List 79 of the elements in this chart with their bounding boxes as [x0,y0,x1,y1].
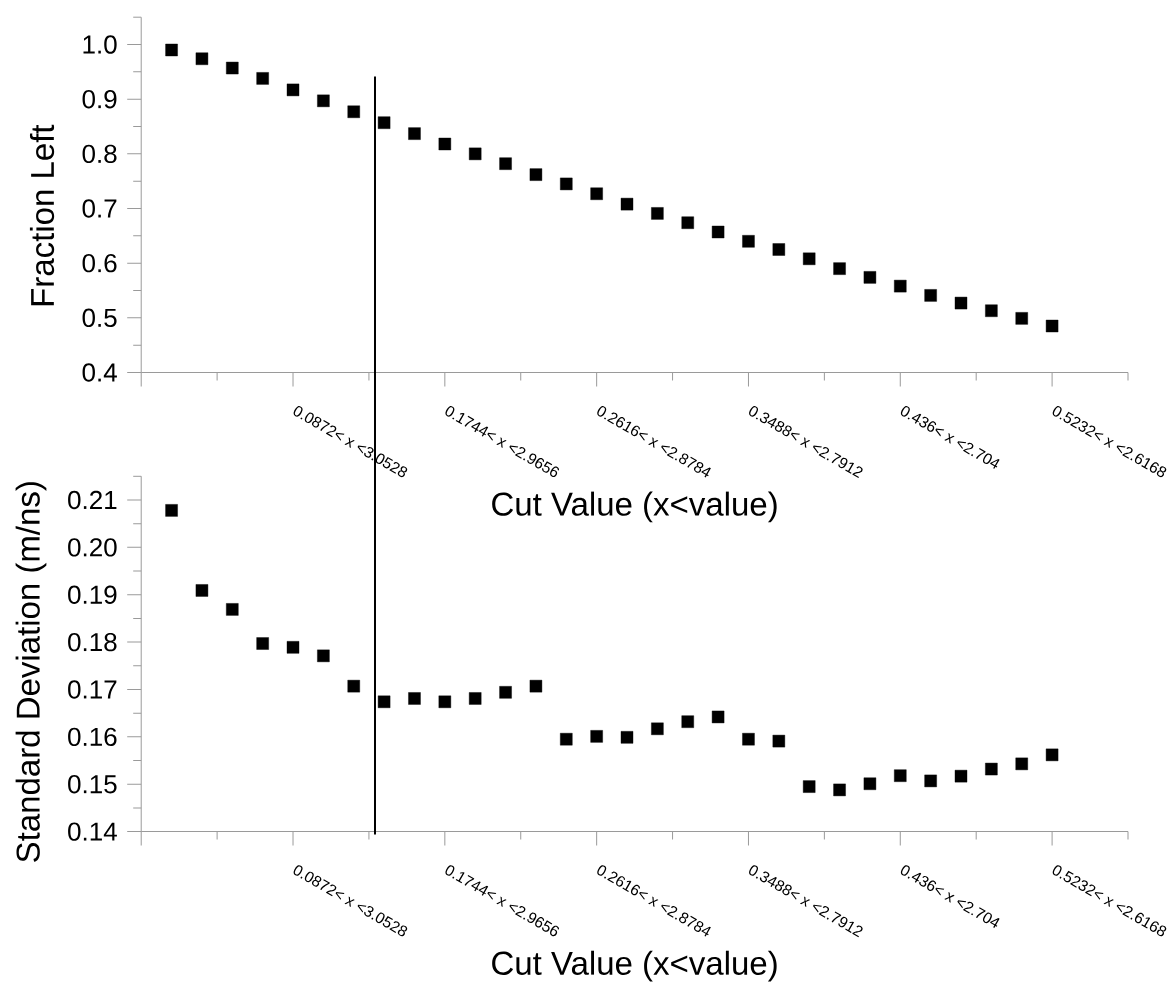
point [802,252,816,265]
point [408,127,421,140]
point [1045,319,1059,333]
point [377,695,391,708]
point [711,225,725,239]
point [863,777,877,790]
y-tick-label: 0.6 [82,253,117,273]
point [894,769,907,782]
y-axis-title: Standard Deviation (m/ns) [15,482,47,862]
point [286,83,300,97]
point [742,235,755,248]
point [894,279,907,293]
point [681,216,694,229]
y-tick-label: 0.18 [68,632,117,652]
point [529,168,543,181]
point [863,271,877,284]
point [651,722,664,735]
y-tick-label: 0.17 [68,680,117,699]
y-tick-label: 0.7 [82,199,117,218]
point [954,296,968,310]
point [499,157,512,170]
point [469,692,482,705]
point [256,72,269,85]
point [772,734,786,748]
point [165,504,178,517]
point [742,733,755,746]
y-tick-label: 0.15 [68,775,117,794]
point [256,637,269,650]
point [438,695,452,708]
point [529,679,543,693]
point [985,762,998,776]
y-tick-label: 0.5 [82,308,117,328]
point [651,207,664,220]
point [408,692,421,705]
point [985,304,998,317]
point [833,783,846,797]
point [226,61,239,75]
point [833,262,846,275]
point [620,731,634,744]
point [195,584,209,597]
point [226,603,239,616]
point [560,177,573,191]
y-tick-label: 0.9 [82,89,117,109]
y-tick-label: 0.4 [82,363,117,382]
y-tick-label: 0.16 [68,727,117,747]
point [347,679,360,693]
y-tick-label: 0.14 [68,822,117,841]
point [772,243,786,256]
y-axis-title: Fraction Left [29,124,55,306]
point [1015,312,1028,325]
point [286,641,300,654]
y-tick-label: 0.20 [68,538,117,557]
y-tick-label: 0.19 [68,585,117,604]
point [924,774,937,788]
point [560,733,573,746]
point [1015,757,1028,771]
point [590,730,603,743]
point [317,94,330,108]
point [681,715,694,728]
point [469,147,482,161]
y-tick-label: 0.21 [68,490,117,510]
point [620,197,634,211]
x-axis-title: Cut Value (x<value) [492,491,777,523]
point [590,187,603,200]
y-tick-label: 0.8 [82,144,117,164]
y-tick-label: 1.0 [83,35,117,54]
point [1045,748,1059,762]
point [165,43,178,57]
point [924,289,937,302]
x-axis-title: Cut Value (x<value) [492,950,777,982]
point [438,137,452,151]
point [347,105,360,118]
point [377,116,391,129]
point [499,686,512,699]
point [954,769,968,783]
point [317,649,330,663]
point [711,710,725,724]
point [802,780,816,793]
point [195,52,209,65]
